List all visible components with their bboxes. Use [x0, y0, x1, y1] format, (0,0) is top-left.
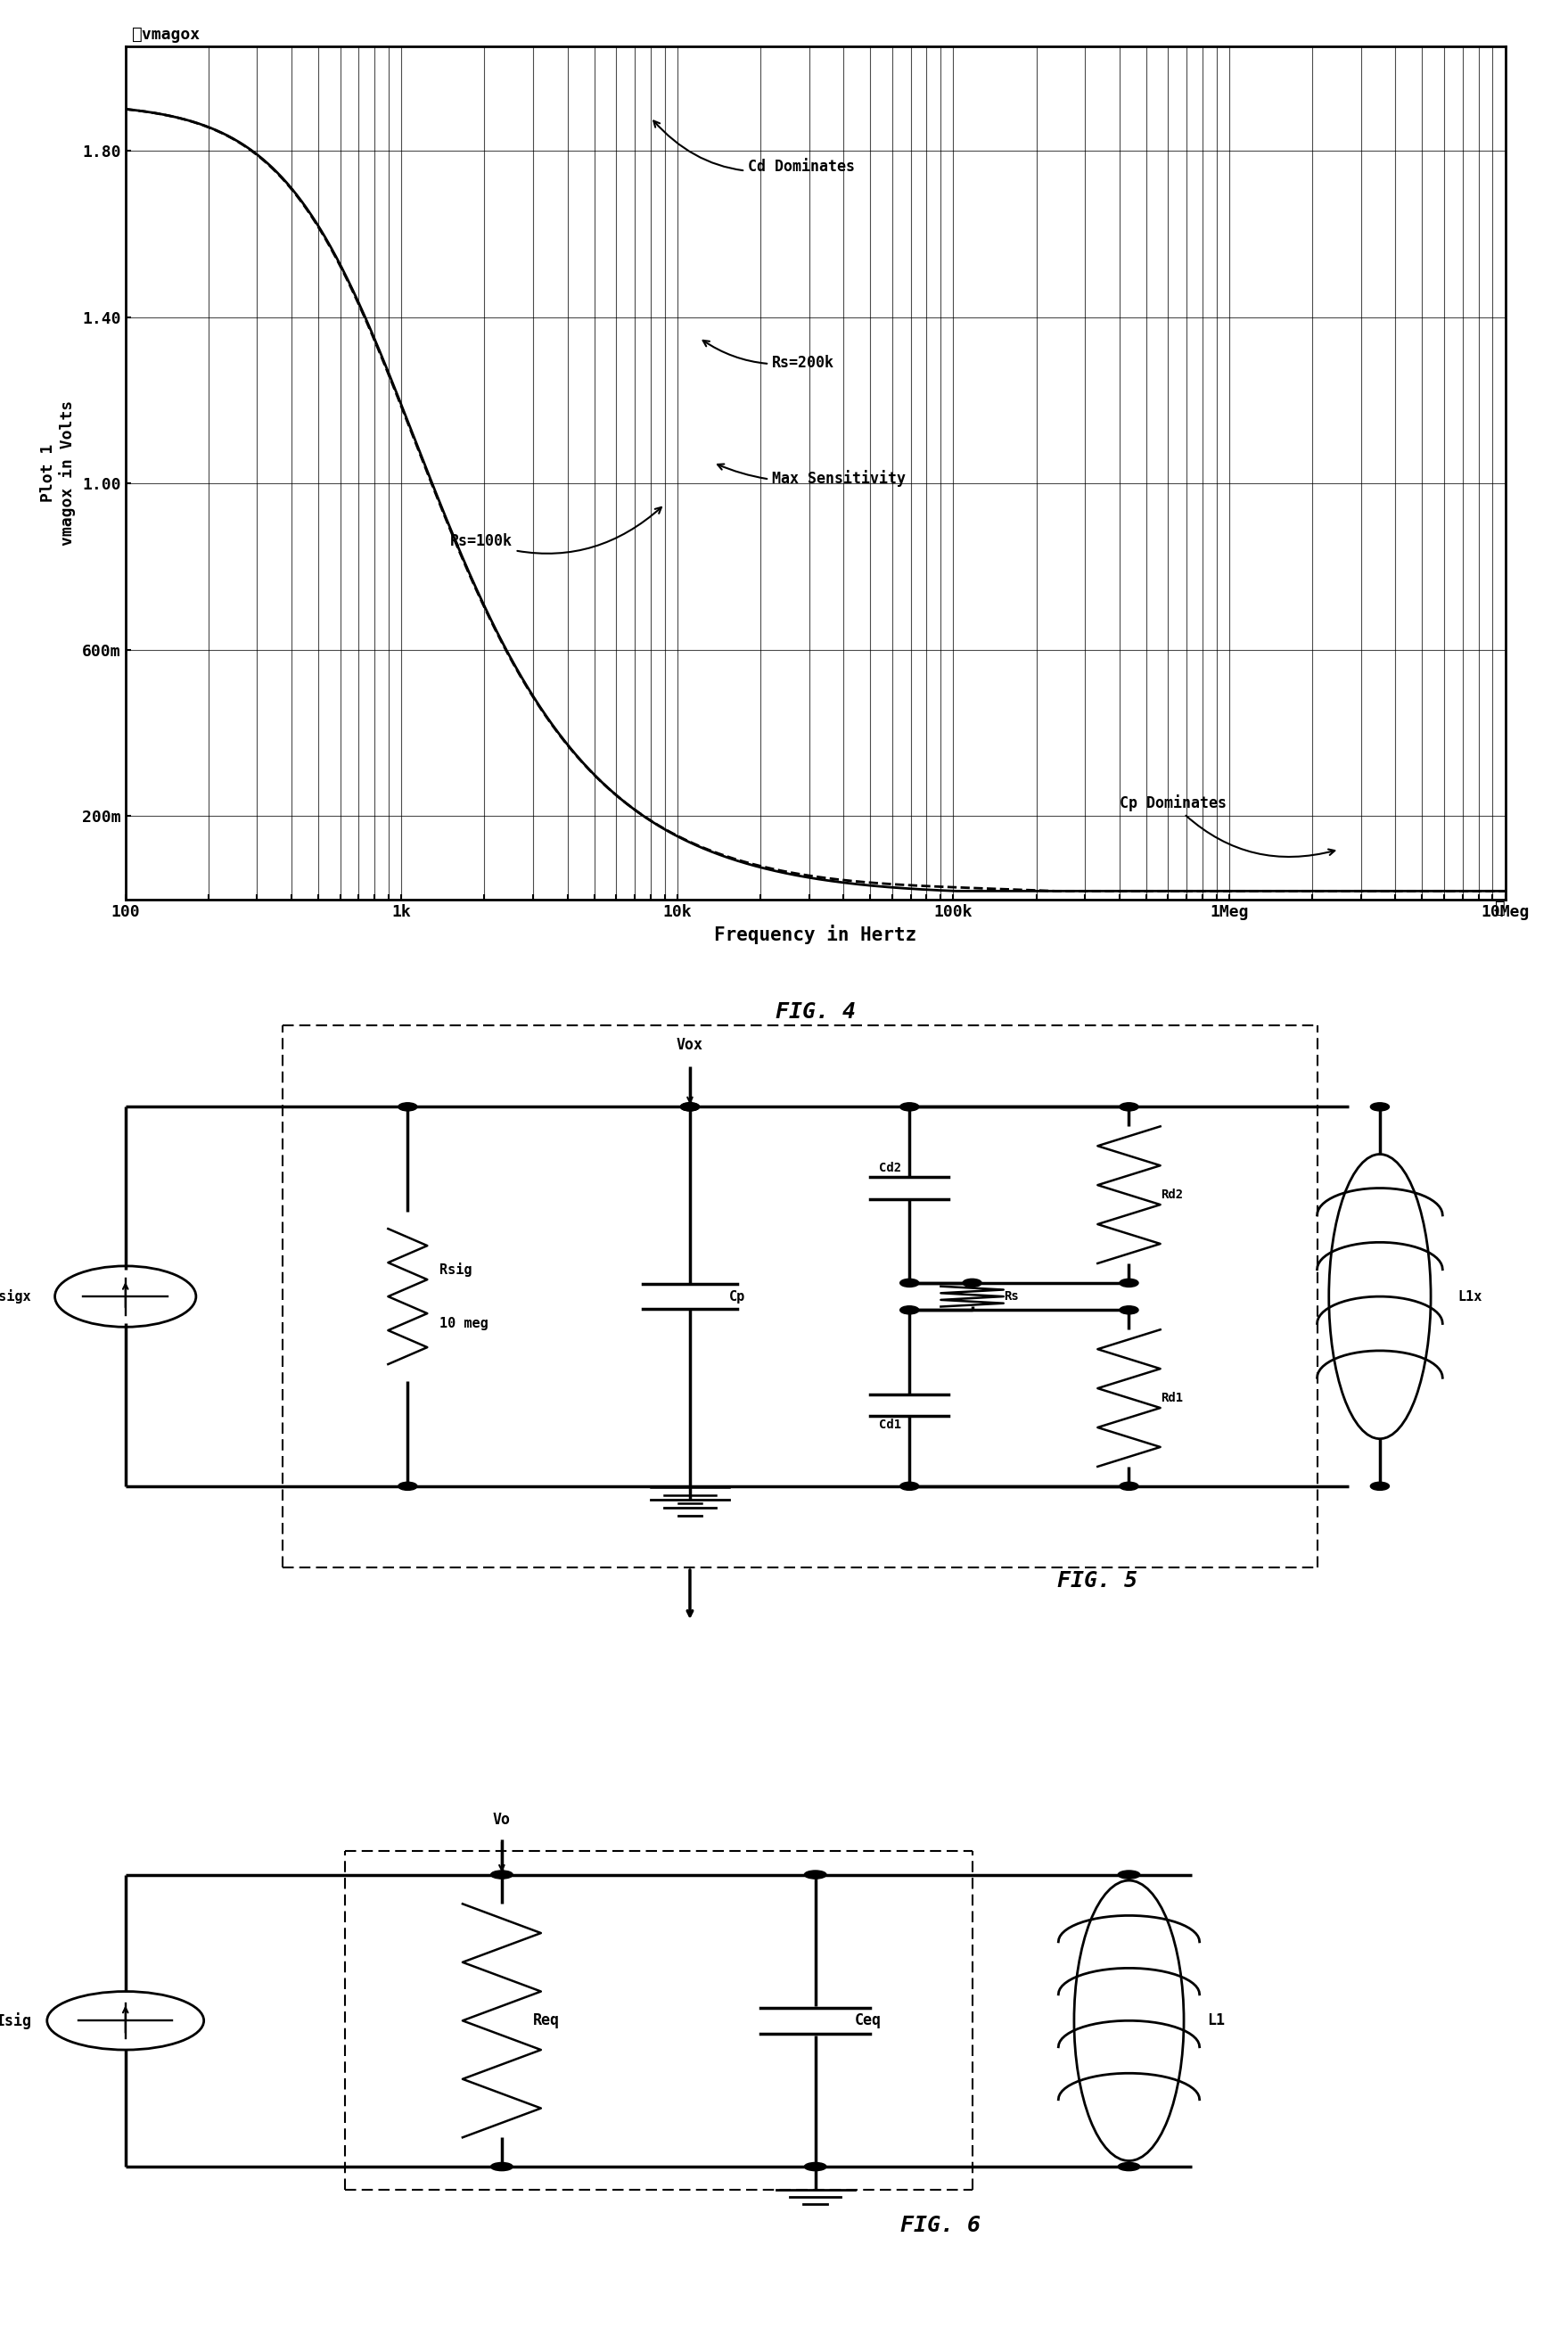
Text: Req: Req [533, 2014, 560, 2028]
Text: Isigx: Isigx [0, 1289, 31, 1303]
Text: ①: ① [1494, 899, 1505, 916]
Circle shape [900, 1481, 919, 1490]
Circle shape [1118, 2163, 1140, 2170]
Circle shape [398, 1103, 417, 1112]
Text: Rs: Rs [1004, 1289, 1019, 1303]
Circle shape [1370, 1103, 1389, 1112]
Text: Max Sensitivity: Max Sensitivity [718, 465, 906, 486]
X-axis label: Frequency in Hertz: Frequency in Hertz [713, 925, 917, 944]
Y-axis label: Plot 1
vmagox in Volts: Plot 1 vmagox in Volts [41, 399, 77, 547]
Text: Isig: Isig [0, 2011, 31, 2030]
Circle shape [681, 1103, 699, 1112]
Text: 10 meg: 10 meg [439, 1318, 488, 1329]
Text: Cp: Cp [729, 1289, 745, 1303]
Circle shape [1118, 1871, 1140, 1878]
Circle shape [491, 2163, 513, 2170]
Circle shape [900, 1103, 919, 1112]
Text: Cp Dominates: Cp Dominates [1120, 794, 1334, 857]
Text: Rs=100k: Rs=100k [450, 507, 662, 554]
Text: Rd1: Rd1 [1160, 1392, 1182, 1404]
Circle shape [900, 1278, 919, 1287]
Text: vmagox: vmagox [132, 26, 201, 42]
Circle shape [1120, 1103, 1138, 1112]
Circle shape [681, 1103, 699, 1112]
Circle shape [1120, 1306, 1138, 1315]
Circle shape [1370, 1481, 1389, 1490]
Text: L1x: L1x [1458, 1289, 1483, 1303]
Circle shape [963, 1278, 982, 1287]
Text: Vox: Vox [676, 1037, 704, 1054]
Text: FIG. 4: FIG. 4 [775, 1002, 856, 1023]
Text: FIG. 5: FIG. 5 [1057, 1570, 1138, 1591]
Text: Cd2: Cd2 [880, 1161, 902, 1175]
Circle shape [398, 1481, 417, 1490]
Text: FIG. 6: FIG. 6 [900, 2215, 982, 2236]
Circle shape [1120, 1278, 1138, 1287]
Text: Cd Dominates: Cd Dominates [654, 121, 855, 175]
Text: Rd2: Rd2 [1160, 1189, 1182, 1201]
Circle shape [900, 1306, 919, 1315]
Circle shape [1120, 1481, 1138, 1490]
Text: Vo: Vo [492, 1813, 511, 1827]
Text: Rsig: Rsig [439, 1261, 472, 1275]
Text: Ceq: Ceq [855, 2014, 881, 2028]
Circle shape [804, 1871, 826, 1878]
Text: Rs=200k: Rs=200k [702, 341, 834, 371]
Text: Cd1: Cd1 [880, 1418, 902, 1432]
Circle shape [804, 2163, 826, 2170]
Circle shape [491, 1871, 513, 1878]
Text: L1: L1 [1207, 2014, 1225, 2028]
Text: ①: ① [132, 26, 143, 42]
